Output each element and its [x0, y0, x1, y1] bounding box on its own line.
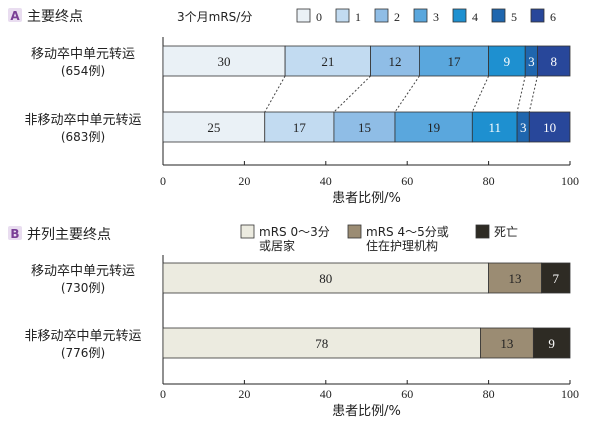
bar-value-label: 19 [427, 120, 440, 135]
legend-b-label: 或居家 [259, 238, 295, 253]
connector-line [528, 75, 538, 113]
bar-value-label: 13 [509, 271, 522, 286]
bar-value-label: 3 [528, 54, 535, 69]
legend-b-swatch [347, 224, 362, 239]
category-label: 非移动卒中单元转运 [24, 113, 141, 128]
x-axis-label: 患者比例/% [332, 404, 401, 419]
bar-segment [333, 111, 396, 143]
category-count: (776例) [61, 346, 105, 360]
x-tick-label: 60 [401, 174, 413, 188]
connector-line [394, 75, 420, 113]
x-tick-label: 20 [238, 387, 250, 401]
x-tick-label: 20 [238, 174, 250, 188]
legend-b-label: 住在护理机构 [366, 238, 438, 253]
plot-b: 0 20 40 60 80 100 患者比例/% 移动卒中单元转运 (730例) 非移动卒中单元转… [24, 255, 579, 419]
bar-segment [471, 111, 518, 143]
x-tick-label: 40 [320, 387, 332, 401]
panel-b-letter: B [10, 227, 19, 241]
x-tick-label: 80 [483, 174, 495, 188]
bar-value-label: 15 [358, 120, 371, 135]
connector-line [264, 75, 286, 113]
bar-segment [541, 262, 571, 294]
legend-a-swatch [413, 8, 428, 23]
connector-line [333, 75, 371, 113]
legend-a-label: 4 [472, 10, 478, 24]
legend-a-label: 3 [433, 10, 439, 24]
legend-a-title: 3个月mRS/分 [177, 10, 252, 24]
panel-a-badge [8, 8, 22, 22]
legend-a-swatch [296, 8, 311, 23]
legend-a: 0 1 2 3 4 5 6 [296, 8, 556, 24]
bar-value-label: 11 [488, 120, 501, 135]
category-label: 移动卒中单元转运 [31, 264, 135, 279]
bar-value-label: 78 [315, 336, 328, 351]
x-axis-label: 患者比例/% [332, 191, 401, 206]
bar-value-label: 13 [500, 336, 513, 351]
x-tick-label: 80 [483, 387, 495, 401]
legend-a-swatch [452, 8, 467, 23]
bar-segment [162, 327, 481, 359]
x-tick-label: 100 [561, 174, 579, 188]
bar-value-label: 12 [388, 54, 401, 69]
bar-segment [394, 111, 473, 143]
panel-a-title: 主要终点 [27, 9, 83, 25]
legend-b-label: 死亡 [494, 225, 518, 239]
connector-line [471, 75, 490, 113]
bar-value-label: 10 [543, 120, 556, 135]
category-count: (683例) [61, 130, 105, 144]
bar-value-label: 7 [553, 271, 560, 286]
legend-a-swatch [374, 8, 389, 23]
bar-segment [162, 262, 490, 294]
legend-a-label: 1 [355, 10, 361, 24]
connector-line [516, 75, 526, 113]
bar-value-label: 17 [448, 54, 462, 69]
legend-b-label: mRS 0～3分 [259, 225, 330, 239]
x-tick-label: 100 [561, 387, 579, 401]
x-tick-label: 60 [401, 387, 413, 401]
bar-value-label: 25 [207, 120, 220, 135]
bar-value-label: 80 [319, 271, 332, 286]
legend-a-swatch [530, 8, 545, 23]
plot-a: 0 20 40 60 80 100 患者比例/% 移动卒中单元转运 (654例) 非移动卒中单元转… [24, 37, 579, 206]
panel-b-badge [8, 226, 22, 240]
bar-segment [162, 111, 266, 143]
bar-value-label: 30 [218, 54, 231, 69]
category-label: 移动卒中单元转运 [31, 47, 135, 62]
bar-segment [532, 327, 571, 359]
x-tick-label: 0 [160, 174, 166, 188]
legend-a-label: 5 [511, 10, 517, 24]
panel-b-title: 并列主要终点 [27, 227, 111, 243]
bar-value-label: 17 [293, 120, 307, 135]
legend-b-swatch [240, 224, 255, 239]
bar-segment [488, 262, 542, 294]
bar-segment [419, 45, 490, 77]
legend-a-label: 0 [316, 10, 322, 24]
category-count: (654例) [61, 64, 105, 78]
legend-b-swatch [475, 224, 490, 239]
bar-value-label: 9 [548, 336, 555, 351]
bar-value-label: 21 [321, 54, 334, 69]
legend-b-label: mRS 4～5分或 [366, 225, 449, 239]
bar-value-label: 3 [520, 120, 527, 135]
bar-segment [528, 111, 571, 143]
legend-a-label: 2 [394, 10, 400, 24]
x-tick-label: 40 [320, 174, 332, 188]
legend-a-label: 6 [550, 10, 556, 24]
bar-value-label: 9 [504, 54, 511, 69]
bar-segment [264, 111, 335, 143]
bar-value-label: 8 [550, 54, 557, 69]
legend-a-swatch [335, 8, 350, 23]
panel-a-letter: A [10, 9, 20, 23]
bar-segment [162, 45, 286, 77]
legend-a-swatch [491, 8, 506, 23]
category-label: 非移动卒中单元转运 [24, 329, 141, 344]
x-tick-label: 0 [160, 387, 166, 401]
category-count: (730例) [61, 281, 105, 295]
bar-segment [537, 45, 571, 77]
